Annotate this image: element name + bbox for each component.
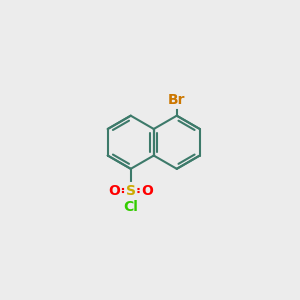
Text: Br: Br bbox=[168, 93, 185, 107]
Text: O: O bbox=[108, 184, 120, 198]
Text: O: O bbox=[141, 184, 153, 198]
Text: S: S bbox=[126, 184, 136, 198]
Text: Cl: Cl bbox=[123, 200, 138, 214]
